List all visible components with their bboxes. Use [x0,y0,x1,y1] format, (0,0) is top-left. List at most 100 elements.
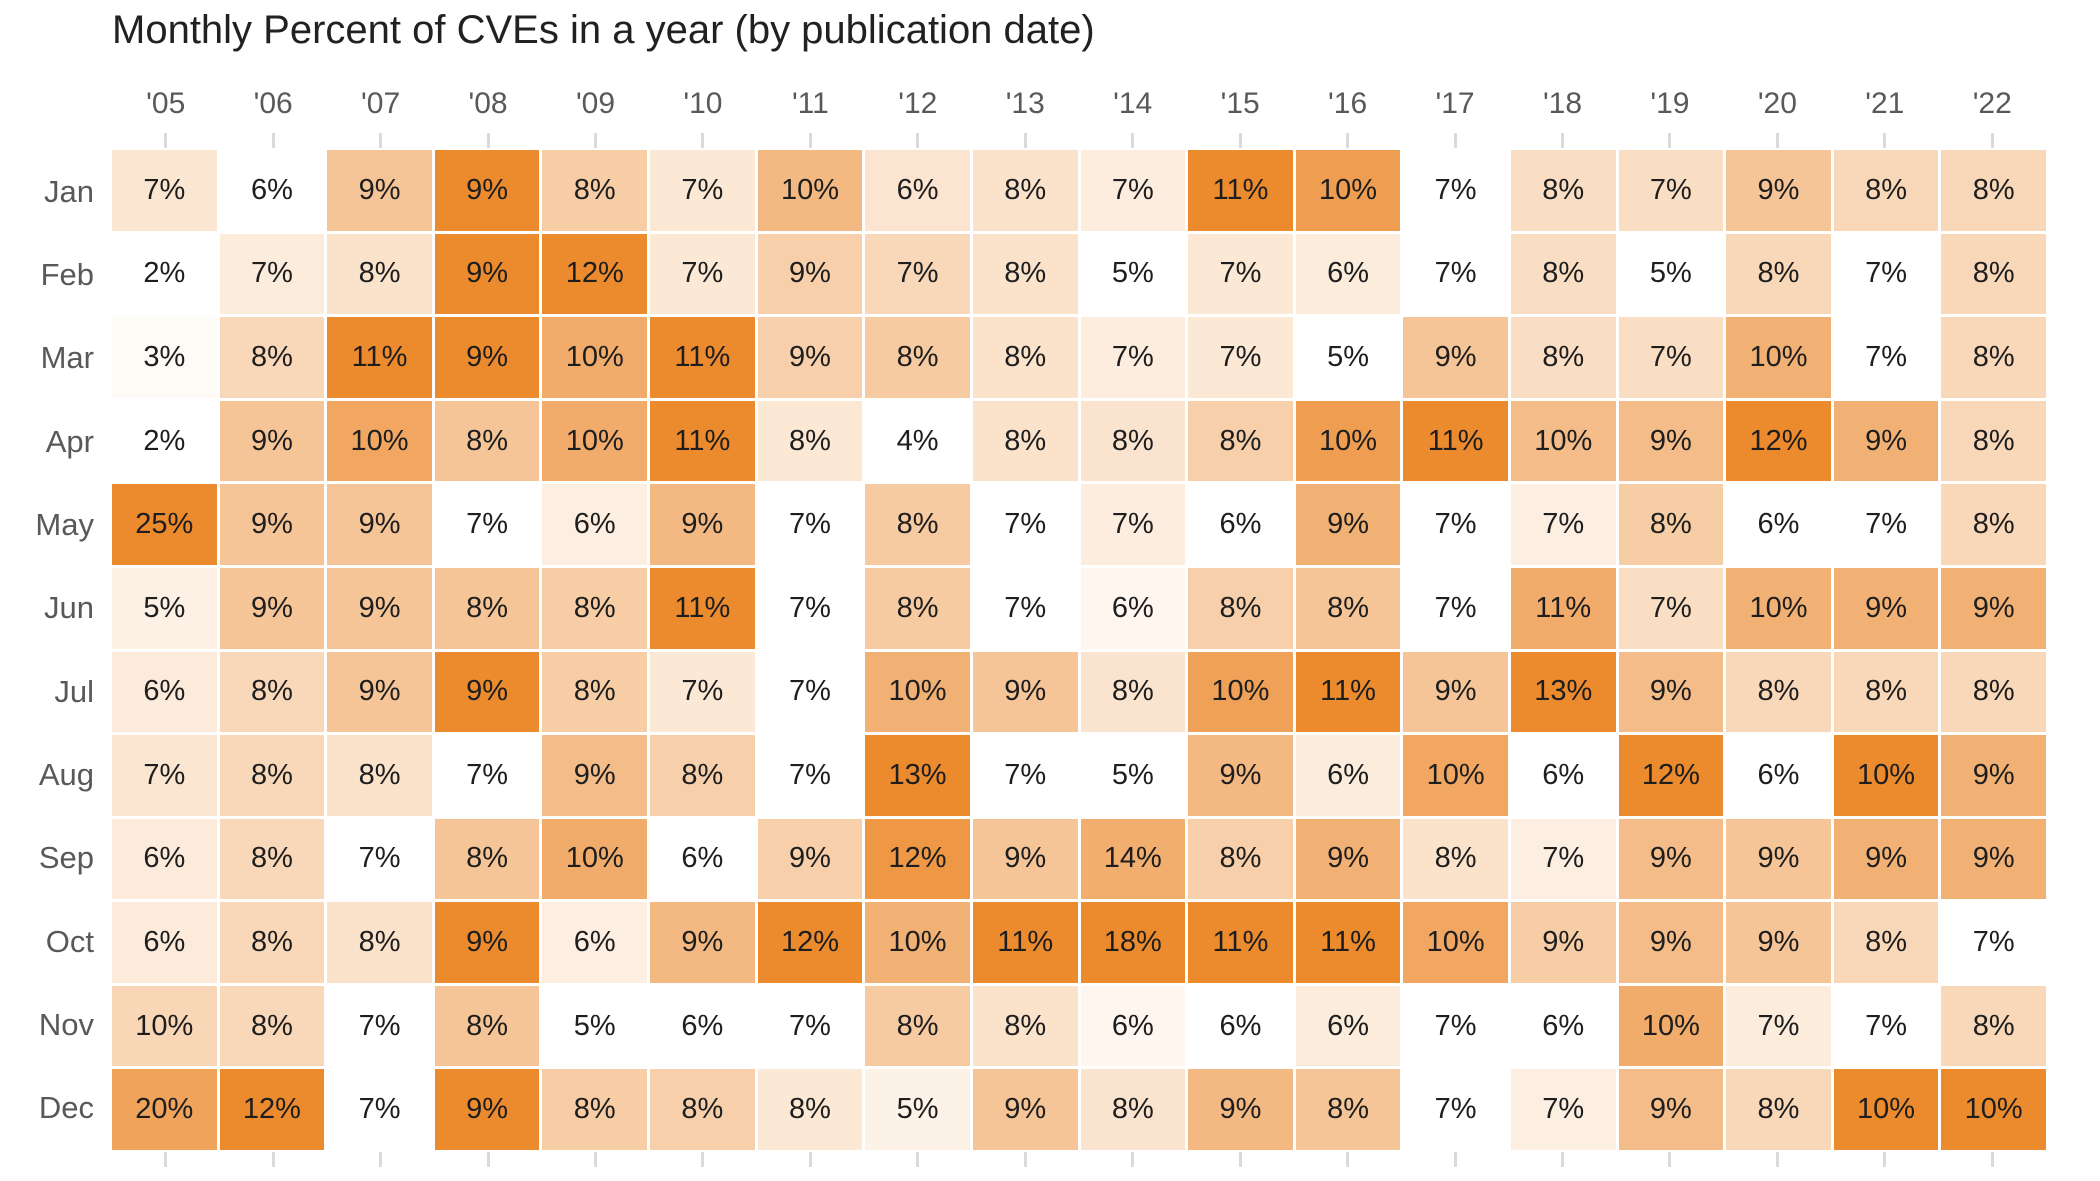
heatmap-cell: 8% [1726,233,1831,315]
heatmap-cell: 9% [434,651,540,733]
heatmap-cell: 9% [1403,317,1508,398]
heatmap-cell: 8% [650,735,755,816]
heatmap-cell: 11% [1510,567,1616,649]
heatmap-cell: 8% [1403,818,1508,900]
axis-tick [594,1152,597,1167]
heatmap-cell: 6% [542,484,648,565]
heatmap-cell: 10% [865,651,970,733]
heatmap-cell: 8% [865,484,970,565]
year-label: '21 [1865,87,1905,120]
axis-tick [1883,1152,1887,1167]
axis-tick [701,1152,705,1167]
heatmap-cell: 10% [865,902,970,983]
heatmap-cell: 8% [865,985,970,1067]
heatmap-cell: 7% [327,818,432,900]
heatmap-cell: 6% [1510,985,1616,1067]
year-label: '18 [1542,87,1583,120]
heatmap-cell: 10% [542,818,648,900]
heatmap-cell: 9% [1833,567,1939,649]
heatmap-cell: 8% [1941,484,2046,565]
heatmap-cell: 9% [542,735,648,816]
year-label: '12 [898,87,938,120]
heatmap-cell: 11% [650,567,755,649]
heatmap-cell: 12% [1726,400,1831,482]
heatmap-cell: 8% [219,818,325,900]
heatmap-cell: 9% [434,317,540,398]
heatmap-cell: 8% [434,400,540,482]
heatmap-cell: 7% [1941,902,2046,983]
heatmap-cell: 9% [757,233,863,315]
axis-tick [1775,133,1779,148]
year-label: '07 [361,87,401,120]
month-label: Dec [38,1090,94,1126]
axis-tick [1238,133,1242,148]
axis-tick [1561,1152,1564,1167]
heatmap-cell: 3% [112,317,217,398]
heatmap-cell: 6% [1295,735,1401,816]
heatmap-cell: 9% [1726,818,1831,900]
month-label: Feb [40,256,94,292]
heatmap-cell: 10% [1510,400,1616,482]
heatmap-cell: 8% [1941,317,2046,398]
y-axis-month-labels: Jan Feb Mar Apr May Jun Jul Aug Sep Oct Nov Dec [0,150,94,1150]
heatmap-cell: 8% [1941,400,2046,482]
heatmap-cell: 8% [1188,400,1293,482]
heatmap-cell: 12% [757,902,863,983]
heatmap-cell: 11% [1295,651,1401,733]
heatmap-cell: 8% [542,567,648,649]
heatmap-cell: 7% [1618,150,1724,231]
heatmap-cell: 8% [972,317,1078,398]
axis-tick [164,133,168,148]
heatmap-cell: 8% [434,985,540,1067]
heatmap-cell: 8% [542,150,648,231]
heatmap-cell: 7% [1510,818,1616,900]
heatmap-cell: 10% [1618,985,1724,1067]
heatmap-cell: 7% [972,735,1078,816]
heatmap-cell: 10% [542,317,648,398]
heatmap-cell: 8% [327,735,432,816]
heatmap-cell: 5% [542,985,648,1067]
heatmap-cell: 10% [1188,651,1293,733]
heatmap-cell: 8% [219,651,325,733]
heatmap-cell: 25% [112,484,217,565]
chart-title: Monthly Percent of CVEs in a year (by pu… [112,8,1095,52]
year-label: '13 [1005,87,1045,120]
year-label: '22 [1972,87,2012,120]
heatmap-cell: 6% [112,651,217,733]
heatmap-cell: 6% [1726,484,1831,565]
axis-tick [1453,133,1457,148]
heatmap-cell: 11% [1295,902,1401,983]
year-label: '14 [1113,87,1153,120]
heatmap-cell: 7% [1833,484,1939,565]
heatmap-cell: 7% [972,484,1078,565]
month-label: Jan [44,173,94,209]
month-label: Jul [54,673,94,709]
heatmap-cell: 9% [327,567,432,649]
month-label: May [35,506,94,542]
heatmap-cell: 7% [1403,1069,1508,1150]
heatmap-cell: 7% [865,233,970,315]
heatmap-cell: 8% [972,150,1078,231]
heatmap-cell: 9% [219,400,325,482]
heatmap-cell: 7% [757,484,863,565]
heatmap-cell: 8% [1833,902,1939,983]
heatmap-cell: 8% [1510,317,1616,398]
heatmap-cell: 8% [327,233,432,315]
heatmap-cell: 9% [219,484,325,565]
heatmap-cell: 7% [1403,233,1508,315]
heatmap-cell: 7% [1080,317,1186,398]
year-label: '19 [1650,87,1690,120]
heatmap-cell: 5% [1618,233,1724,315]
heatmap-cell: 9% [1726,150,1831,231]
heatmap-cell: 5% [1080,735,1186,816]
heatmap-cell: 7% [650,651,755,733]
heatmap-cell: 7% [757,651,863,733]
heatmap-cell: 8% [650,1069,755,1150]
heatmap-cell: 7% [327,985,432,1067]
heatmap-cell: 9% [1618,818,1724,900]
month-label: Aug [38,756,94,792]
heatmap-cell: 8% [1726,1069,1831,1150]
heatmap-cell: 6% [112,902,217,983]
heatmap-cell: 9% [219,567,325,649]
heatmap-cell: 13% [865,735,970,816]
